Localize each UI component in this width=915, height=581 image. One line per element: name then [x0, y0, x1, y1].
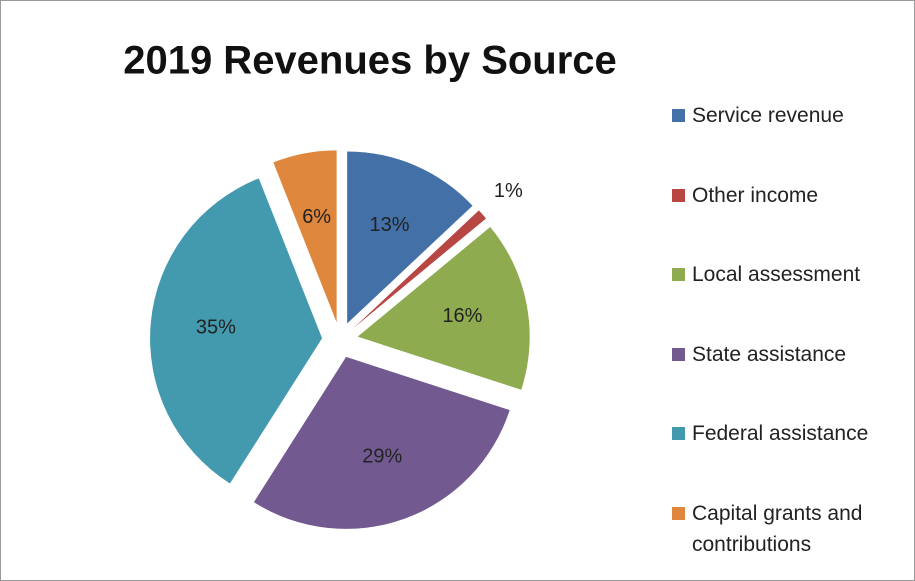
- legend-item: Capital grants and contributions: [672, 498, 902, 560]
- chart-title: 2019 Revenues by Source: [123, 39, 617, 83]
- legend-swatch: [672, 268, 685, 282]
- legend-label: Local assessment: [692, 263, 861, 287]
- pie-slice: [357, 226, 530, 390]
- legend-swatch: [672, 109, 685, 122]
- legend-item: Service revenue: [672, 100, 902, 131]
- pie-slice: [353, 210, 487, 329]
- legend-item: Other income: [672, 180, 902, 211]
- legend-label: Capital grants and contributions: [692, 502, 863, 556]
- legend-swatch: [672, 188, 685, 202]
- data-label: 16%: [442, 305, 482, 327]
- legend-label: Service revenue: [692, 104, 844, 127]
- data-label: 29%: [362, 446, 402, 468]
- data-label: 13%: [369, 214, 409, 236]
- legend-label: Federal assistance: [692, 422, 869, 446]
- data-label: 1%: [494, 180, 523, 202]
- legend-swatch: [672, 347, 685, 361]
- pie-slice: [273, 150, 337, 323]
- legend-swatch: [672, 507, 685, 520]
- data-label: 35%: [196, 317, 236, 339]
- legend-item: Federal assistance: [672, 418, 902, 449]
- legend-item: State assistance: [672, 339, 902, 370]
- pie-slice: [347, 151, 473, 324]
- legend-label: Other income: [692, 183, 819, 207]
- legend-swatch: [672, 427, 685, 441]
- legend-item: Local assessment: [672, 259, 902, 290]
- data-label: 6%: [302, 206, 331, 228]
- pie-slice: [253, 356, 510, 529]
- pie-slice: [150, 178, 323, 484]
- legend-label: State assistance: [692, 342, 847, 366]
